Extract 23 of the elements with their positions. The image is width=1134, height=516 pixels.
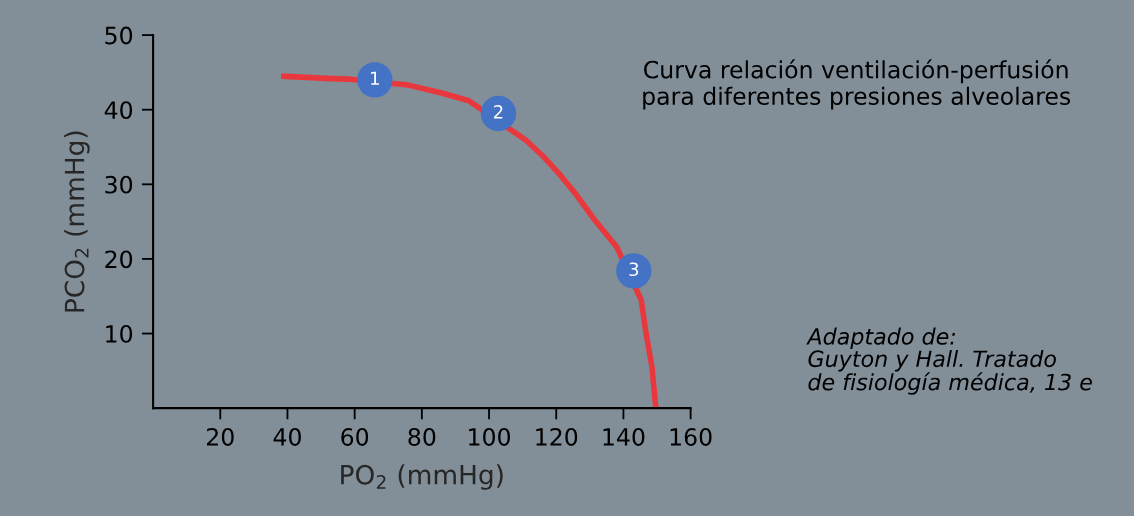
annotation: 1 <box>371 71 379 85</box>
point <box>357 62 393 98</box>
text: Adaptado de: Guyton y Hall. Tratado de fisiología médica, 13 e <box>806 327 1092 395</box>
y-tick-label: 40 <box>104 101 133 120</box>
x-axis-title: PO$_{2}$ (mmHg) <box>341 464 503 490</box>
y-tick-label: 30 <box>105 175 133 194</box>
y-tick-label: 10 <box>106 324 133 343</box>
text: Curva relación ventilación-perfusión para diferentes presiones alveolares <box>643 59 1071 110</box>
y-tick-label: 50 <box>105 26 133 45</box>
x-tick-label: 40 <box>273 428 301 446</box>
point <box>480 95 517 132</box>
x-tick-label: 80 <box>408 428 436 446</box>
x-tick-label: 60 <box>341 428 369 446</box>
annotation: 2 <box>494 105 503 119</box>
annotation: 3 <box>629 262 639 277</box>
x-tick-label: 160 <box>670 428 712 446</box>
x-tick-label: 20 <box>206 428 234 446</box>
y-axis-title: PCO$_{2}$ (mmHg) <box>64 131 90 312</box>
y-tick-label: 20 <box>105 250 133 269</box>
x-tick-label: 120 <box>536 428 578 446</box>
point <box>616 253 652 289</box>
x-tick-label: 140 <box>603 428 645 446</box>
x-tick-label: 100 <box>469 428 510 446</box>
